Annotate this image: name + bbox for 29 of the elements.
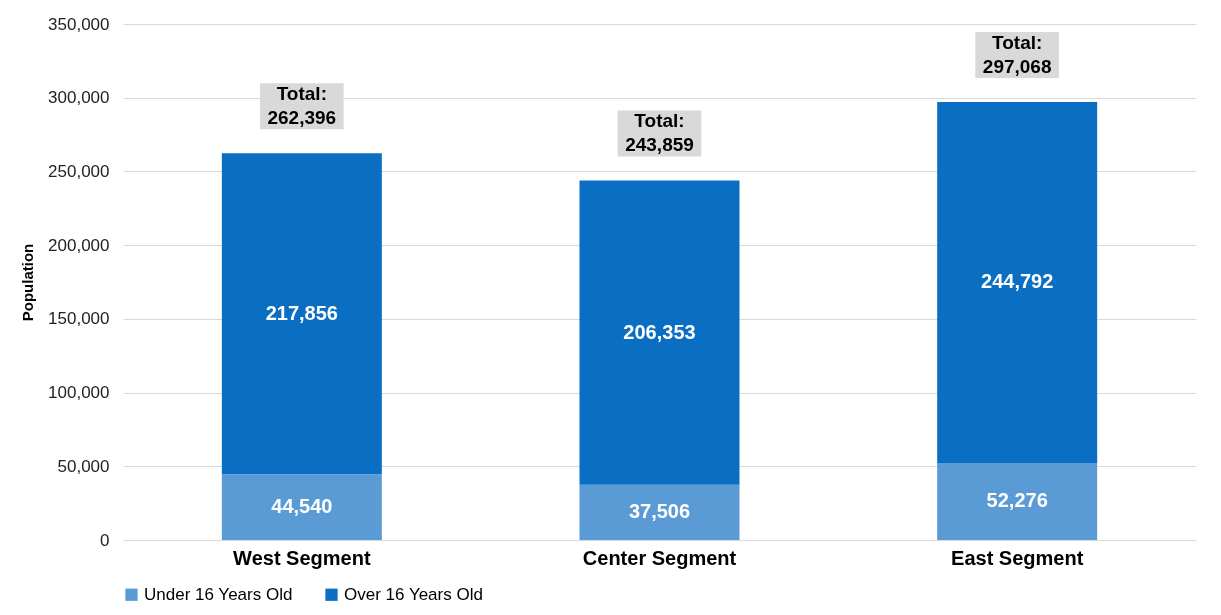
legend-label: Over 16 Years Old: [344, 584, 483, 604]
bar: [221, 474, 382, 540]
bar: [579, 180, 740, 485]
bar: [937, 102, 1098, 463]
y-tick-label: 300,000: [48, 88, 110, 108]
x-tick-label: Center Segment: [582, 546, 737, 569]
data-label: 206,353: [623, 320, 696, 343]
y-tick-label: 350,000: [48, 14, 110, 34]
data-label: 52,276: [986, 489, 1048, 512]
y-tick-label: 50,000: [57, 456, 110, 476]
bar: [579, 484, 740, 540]
total-label: Total: 243,859: [625, 110, 694, 156]
bar: [221, 153, 382, 475]
y-tick-label: 250,000: [48, 161, 110, 181]
y-tick-label: 200,000: [48, 235, 110, 255]
bar: [937, 462, 1098, 540]
data-label: 244,792: [981, 270, 1054, 293]
y-tick-label: 0: [100, 530, 110, 550]
total-label: Total: 262,396: [267, 83, 337, 129]
data-label: 217,856: [265, 301, 338, 324]
x-tick-label: East Segment: [951, 546, 1084, 569]
data-label: 37,506: [628, 500, 691, 523]
legend-label: Under 16 Years Old: [144, 584, 293, 604]
data-label: 44,540: [271, 495, 333, 518]
y-tick-label: 150,000: [48, 309, 110, 329]
total-label: Total: 297,068: [982, 32, 1052, 78]
y-tick-label: 100,000: [48, 383, 110, 403]
y-axis-title: Population: [19, 243, 37, 322]
x-tick-label: West Segment: [233, 546, 371, 569]
